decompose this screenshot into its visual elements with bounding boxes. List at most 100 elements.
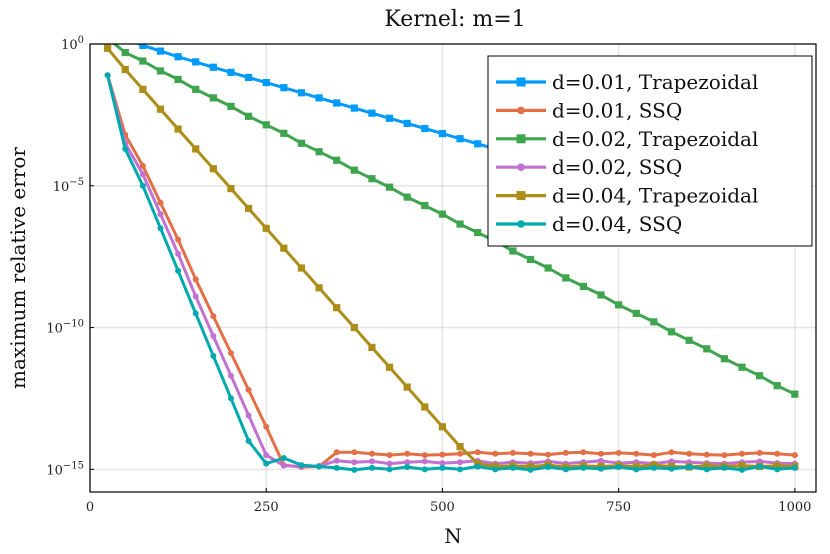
data-point <box>263 460 270 467</box>
data-point <box>738 466 745 473</box>
legend-label: d=0.04, SSQ <box>552 212 682 236</box>
chart-title: Kernel: m=1 <box>384 7 525 32</box>
data-point <box>597 291 605 299</box>
data-point <box>104 35 111 42</box>
data-point <box>245 386 252 393</box>
data-point <box>421 202 429 210</box>
legend-label: d=0.04, Trapezoidal <box>552 184 758 208</box>
data-point <box>157 199 164 206</box>
data-point <box>598 465 605 472</box>
data-point <box>244 204 253 213</box>
data-point <box>615 464 622 471</box>
data-point <box>421 452 428 459</box>
data-point <box>791 390 799 398</box>
data-point <box>280 84 288 92</box>
data-point <box>121 65 129 74</box>
data-point <box>438 423 447 431</box>
data-point <box>333 457 340 464</box>
x-axis-label: N <box>444 524 462 548</box>
data-point <box>351 466 358 473</box>
y-tick-label: 10−10 <box>46 319 84 337</box>
series-1 <box>104 72 798 471</box>
data-point <box>209 94 217 102</box>
data-point <box>297 89 306 97</box>
data-point <box>456 443 464 451</box>
data-point <box>685 336 693 344</box>
data-point <box>562 466 569 473</box>
data-point <box>227 395 234 402</box>
data-point <box>403 193 411 201</box>
data-point <box>421 466 428 473</box>
data-point <box>280 129 288 137</box>
data-point <box>156 67 165 75</box>
data-point <box>720 355 728 363</box>
legend-item: d=0.02, Trapezoidal <box>496 127 758 151</box>
legend-box <box>487 55 813 247</box>
data-point <box>650 452 657 459</box>
series-line <box>106 74 795 468</box>
data-point <box>457 459 464 466</box>
y-tick-label: 100 <box>61 35 84 53</box>
data-point <box>703 345 711 353</box>
data-point <box>632 309 640 317</box>
data-point <box>121 48 129 57</box>
data-point <box>615 449 622 456</box>
data-point <box>297 139 306 147</box>
data-point <box>438 130 447 138</box>
data-point <box>774 450 781 457</box>
data-point <box>386 460 393 467</box>
data-point <box>650 464 657 471</box>
legend-item: d=0.02, SSQ <box>496 155 682 179</box>
data-point <box>421 403 429 411</box>
data-point <box>633 466 640 473</box>
data-point <box>474 228 482 237</box>
data-point <box>386 466 393 473</box>
data-point <box>579 282 587 291</box>
data-point <box>492 466 499 473</box>
data-point <box>545 464 552 471</box>
data-point <box>403 383 411 391</box>
data-point <box>686 464 693 471</box>
x-tick-label: 750 <box>606 500 631 515</box>
data-point <box>227 68 235 76</box>
legend-marker <box>516 77 526 87</box>
data-point <box>244 73 253 82</box>
data-point <box>122 35 129 42</box>
data-point <box>773 462 781 470</box>
data-point <box>545 451 552 458</box>
legend-label: d=0.02, SSQ <box>552 155 682 179</box>
legend-item: d=0.01, Trapezoidal <box>496 70 758 94</box>
data-point <box>474 140 482 148</box>
legend-label: d=0.01, Trapezoidal <box>552 70 758 94</box>
data-point <box>404 450 411 457</box>
data-point <box>368 450 375 457</box>
data-point <box>297 264 306 272</box>
data-point <box>174 125 182 133</box>
data-point <box>562 274 570 282</box>
data-point <box>474 449 481 456</box>
legend-item: d=0.04, SSQ <box>496 212 682 236</box>
data-point <box>791 452 798 459</box>
data-point <box>686 450 693 457</box>
data-point <box>721 464 728 471</box>
data-point <box>262 121 270 129</box>
data-point <box>385 114 394 122</box>
series-layer <box>104 35 799 473</box>
series-line <box>112 44 796 396</box>
data-point <box>139 44 147 50</box>
legend-item: d=0.01, SSQ <box>496 98 682 122</box>
data-point <box>668 465 675 472</box>
data-point <box>756 463 763 470</box>
data-point <box>439 460 446 467</box>
data-point <box>263 423 270 430</box>
data-point <box>156 105 165 113</box>
data-point <box>227 350 234 357</box>
data-point <box>192 293 199 300</box>
data-point <box>139 85 147 93</box>
data-point <box>263 452 270 459</box>
data-point <box>721 452 728 459</box>
data-point <box>368 458 375 465</box>
legend-marker <box>517 220 525 228</box>
data-point <box>192 310 199 317</box>
data-point <box>544 264 552 272</box>
